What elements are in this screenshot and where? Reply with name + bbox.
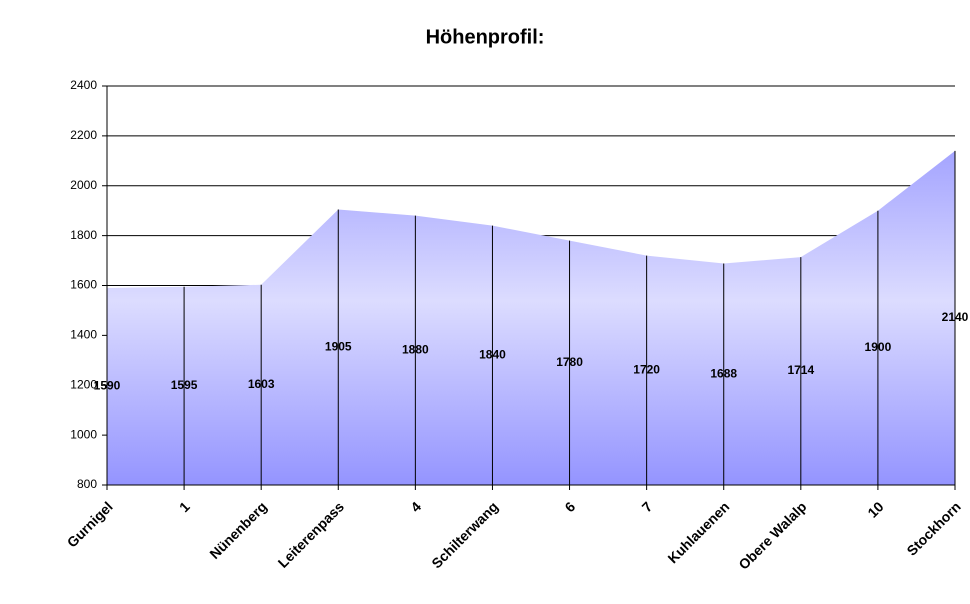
x-tick-label: Stockhorn: [903, 498, 963, 558]
x-tick-label: Nünenberg: [206, 498, 270, 562]
y-tick-label: 1400: [70, 328, 97, 342]
data-label: 2140: [942, 310, 969, 324]
x-tick-label: 4: [407, 498, 424, 515]
data-label: 1905: [325, 339, 352, 353]
x-tick-label: 1: [176, 498, 193, 515]
y-tick-label: 2200: [70, 128, 97, 142]
area: [107, 150, 955, 485]
data-label: 1714: [787, 363, 814, 377]
x-tick-label: Kuhlauenen: [664, 498, 732, 566]
y-tick-label: 1000: [70, 427, 97, 441]
x-tick-label: 7: [639, 498, 656, 515]
y-tick-label: 800: [77, 477, 97, 491]
y-tick-label: 1800: [70, 228, 97, 242]
x-tick-label: 10: [864, 498, 886, 520]
data-label: 1780: [556, 355, 583, 369]
y-tick-label: 1600: [70, 278, 97, 292]
y-tick-label: 1200: [70, 377, 97, 391]
data-label: 1603: [248, 377, 275, 391]
x-tick-label: Obere Walalp: [735, 498, 809, 572]
y-tick-label: 2400: [70, 78, 97, 92]
data-label: 1688: [710, 366, 737, 380]
data-label: 1840: [479, 347, 506, 361]
x-tick-label: 6: [561, 498, 578, 515]
data-label: 1900: [865, 340, 892, 354]
x-tick-label: Schilterwang: [428, 498, 501, 571]
chart-title: Höhenprofil:: [426, 26, 545, 48]
data-label: 1720: [633, 362, 660, 376]
x-tick-label: Gurnigel: [64, 498, 116, 550]
data-label: 1595: [171, 378, 198, 392]
x-tick-label: Leiterenpass: [275, 498, 348, 571]
data-label: 1880: [402, 343, 429, 357]
y-tick-label: 2000: [70, 178, 97, 192]
